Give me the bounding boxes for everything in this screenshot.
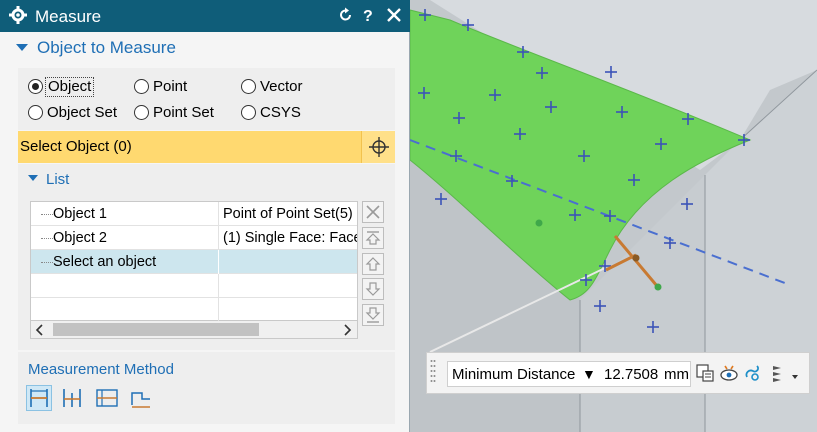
associative-icon[interactable] [743, 363, 763, 383]
dialog-title: Measure [35, 7, 102, 26]
select-object-bar[interactable]: Select Object (0) [18, 131, 361, 163]
section-object-to-measure[interactable]: Object to Measure [37, 38, 176, 57]
radio-button[interactable] [28, 79, 43, 94]
list-row[interactable]: Object 2 (1) Single Face: Face [31, 226, 357, 250]
radio-label: Point [153, 78, 188, 95]
radio-button[interactable] [134, 105, 149, 120]
dialog-title-bar[interactable]: Measure ? [0, 0, 410, 32]
leader-line [429, 267, 606, 353]
move-top-icon[interactable] [362, 227, 384, 249]
dropdown-arrow-icon[interactable]: ▼ [582, 366, 596, 382]
selected-face[interactable] [409, 9, 752, 301]
object-type-group [18, 68, 395, 130]
horizontal-scrollbar[interactable] [30, 321, 358, 339]
list-row-name: Object 2 [53, 230, 107, 246]
list-row[interactable]: Object 1 Point of Point Set(5) [31, 202, 357, 226]
measure-type-select[interactable]: Minimum Distance [452, 366, 576, 383]
scroll-right-icon[interactable] [342, 324, 352, 336]
radio-label: Vector [260, 78, 303, 95]
radio-label: CSYS [260, 104, 301, 121]
collapse-triangle-icon[interactable] [28, 175, 38, 181]
move-down-icon[interactable] [362, 278, 384, 300]
measurement-method-group [18, 352, 395, 424]
copy-result-icon[interactable] [695, 363, 715, 383]
svg-text:?: ? [363, 8, 373, 23]
measured-value: 12.7508 [604, 366, 659, 383]
select-object-button[interactable] [361, 131, 395, 163]
move-bottom-icon[interactable] [362, 304, 384, 326]
list-header[interactable]: List [46, 171, 70, 188]
radio-label: Object Set [47, 104, 118, 121]
scrollbar-thumb[interactable] [53, 323, 259, 336]
radio-label: Object [45, 77, 95, 97]
move-up-icon[interactable] [362, 253, 384, 275]
measurement-result-field[interactable]: Minimum Distance ▼ 12.7508 mm [447, 361, 691, 387]
show-hide-icon[interactable] [719, 363, 739, 383]
measured-unit: mm [664, 366, 689, 383]
object-list-table: Object 1 Point of Point Set(5) Object 2 … [30, 201, 358, 322]
minimum-distance-icon[interactable] [26, 385, 52, 411]
drag-handle-icon[interactable] [430, 359, 436, 387]
measurement-method-label: Measurement Method [28, 361, 174, 378]
help-icon[interactable]: ? [360, 7, 376, 23]
scroll-left-icon[interactable] [35, 324, 45, 336]
gear-icon [9, 6, 27, 24]
measurement-result-toolbar: Minimum Distance ▼ 12.7508 mm [426, 352, 810, 394]
list-row-name: Select an object [53, 254, 157, 270]
list-row-selected[interactable]: Select an object [31, 250, 357, 274]
point-set-markers [418, 9, 750, 333]
list-row-detail: (1) Single Face: Face [223, 230, 357, 246]
list-row-empty [31, 274, 357, 298]
remove-icon[interactable] [362, 201, 384, 223]
list-row-detail: Point of Point Set(5) [223, 206, 353, 222]
select-object-label: Select Object (0) [20, 138, 132, 155]
part-right-face [705, 70, 817, 432]
radio-button[interactable] [241, 105, 256, 120]
radio-label: Point Set [153, 104, 214, 121]
projected-distance-icon[interactable] [60, 385, 86, 411]
measure-dialog: Measure ? Object to Measure Object Point… [0, 0, 410, 432]
list-row-empty [31, 298, 357, 322]
close-icon[interactable] [386, 7, 402, 23]
screen-distance-icon[interactable] [94, 385, 120, 411]
radio-button[interactable] [134, 79, 149, 94]
reset-icon[interactable] [338, 7, 354, 23]
collapse-triangle-icon[interactable] [16, 44, 28, 51]
radio-button[interactable] [28, 105, 43, 120]
radio-button[interactable] [241, 79, 256, 94]
more-options-icon[interactable] [771, 363, 801, 383]
length-icon[interactable] [128, 385, 154, 411]
list-row-name: Object 1 [53, 206, 107, 222]
minimum-distance-arrow [535, 219, 662, 291]
crosshair-icon [369, 137, 389, 157]
